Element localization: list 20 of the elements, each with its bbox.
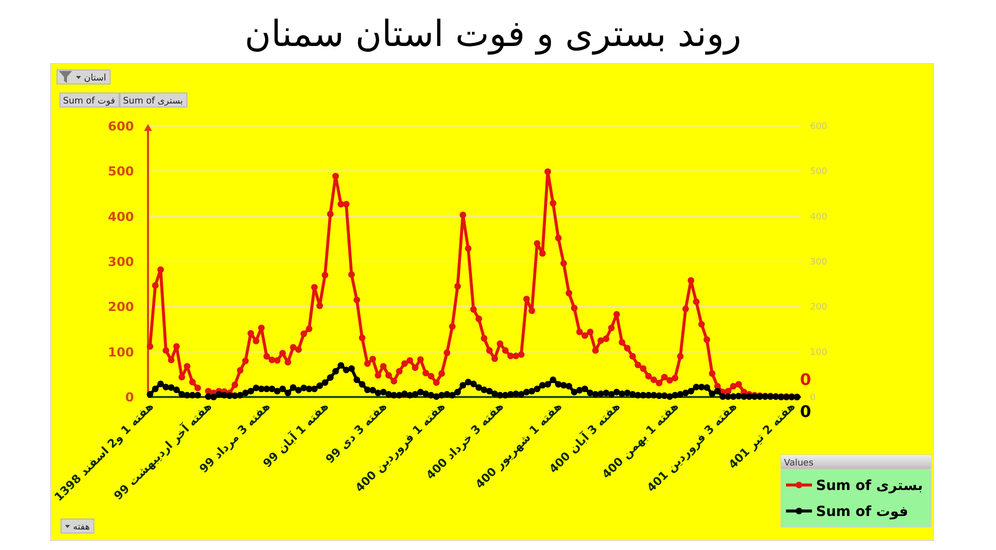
data-label: 0 [800, 370, 812, 389]
y2-tick-label: 300 [810, 258, 828, 268]
y-tick-label: 200 [108, 299, 134, 314]
legend-label: Sum of فوت [816, 504, 908, 520]
legend-label: Sum of بستری [816, 478, 923, 494]
y2-tick-label: 200 [810, 302, 828, 313]
y-tick-label: 400 [108, 208, 134, 224]
data-label: 0 [800, 402, 812, 421]
y-tick-label: 100 [108, 344, 134, 360]
y-tick-label: 300 [108, 254, 134, 269]
y-tick-label: 0 [125, 390, 134, 404]
y-tick-label: 500 [108, 164, 134, 179]
y-tick-label: 600 [108, 118, 134, 134]
y2-tick-label: 0 [810, 393, 816, 403]
y2-tick-label: 100 [810, 348, 828, 358]
y2-tick-label: 600 [810, 122, 828, 132]
legend-title: Values [784, 458, 814, 468]
y2-tick-label: 400 [810, 212, 828, 222]
chart-title: روند بستری و فوت استان سمنان [244, 14, 742, 55]
y2-tick-label: 500 [810, 167, 828, 178]
